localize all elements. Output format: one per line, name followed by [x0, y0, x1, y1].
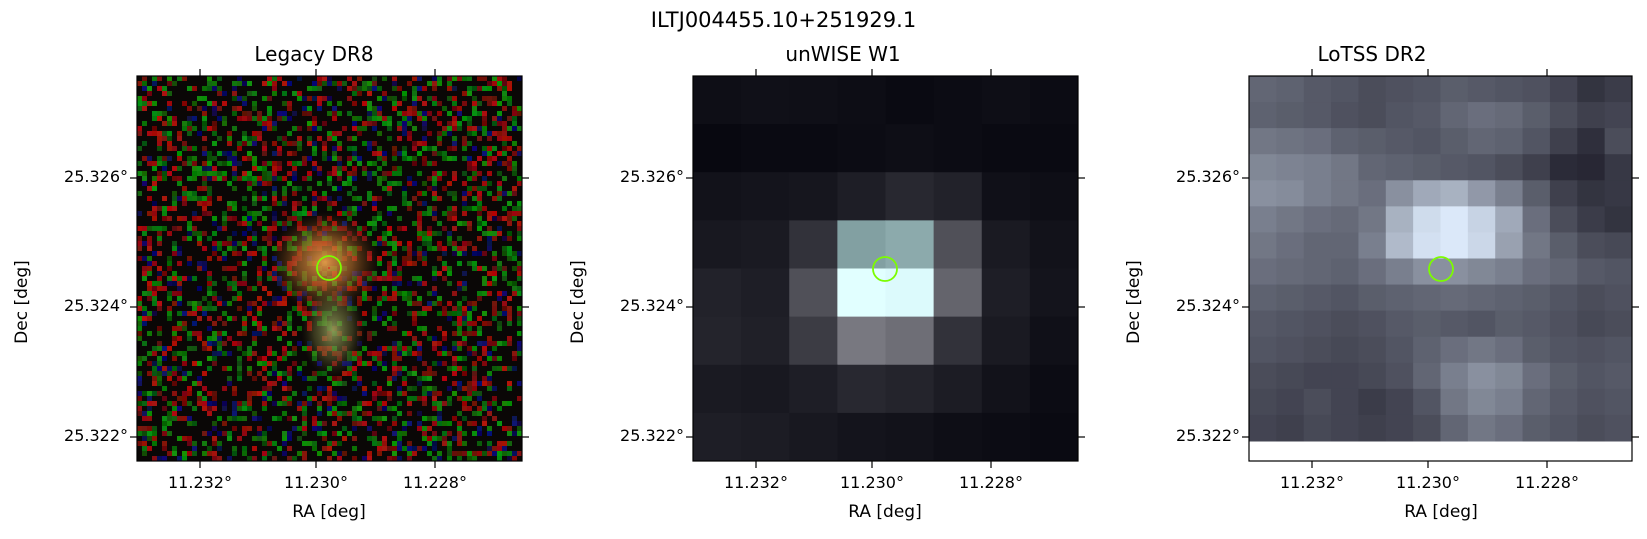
- unwise-xlabel: RA [deg]: [848, 502, 922, 522]
- lotss-ylabel: Dec [deg]: [1124, 260, 1144, 344]
- unwise-image: [693, 76, 1078, 461]
- legacy-xlabel: RA [deg]: [292, 502, 366, 522]
- figure-title: ILTJ004455.10+251929.1: [650, 8, 917, 32]
- unwise-ylabel: Dec [deg]: [568, 260, 588, 344]
- lotss-image: [1249, 76, 1632, 442]
- legacy-axes-frame: [136, 75, 523, 462]
- lotss-ytick: 25.324°: [1176, 296, 1240, 315]
- legacy-xtick: 11.228°: [403, 473, 467, 492]
- legacy-ylabel: Dec [deg]: [12, 260, 32, 344]
- unwise-xtick: 11.232°: [724, 473, 788, 492]
- lotss-xtick: 11.232°: [1280, 473, 1344, 492]
- lotss-source-marker: [1428, 256, 1454, 282]
- lotss-xtick: 11.230°: [1396, 473, 1460, 492]
- unwise-xtick: 11.230°: [840, 473, 904, 492]
- legacy-xtick: 11.230°: [284, 473, 348, 492]
- lotss-ytick: 25.322°: [1176, 426, 1240, 445]
- unwise-axes-frame: [692, 75, 1079, 462]
- lotss-xtick: 11.228°: [1515, 473, 1579, 492]
- unwise-ytick: 25.326°: [620, 167, 684, 186]
- panel-title-unwise: unWISE W1: [785, 42, 901, 66]
- unwise-source-marker: [872, 256, 898, 282]
- legacy-ytick: 25.322°: [64, 426, 128, 445]
- unwise-ytick: 25.324°: [620, 296, 684, 315]
- panel-title-lotss: LoTSS DR2: [1317, 42, 1427, 66]
- lotss-xlabel: RA [deg]: [1404, 502, 1478, 522]
- lotss-axes-frame: [1248, 75, 1633, 462]
- unwise-ytick: 25.322°: [620, 426, 684, 445]
- legacy-ytick: 25.326°: [64, 167, 128, 186]
- legacy-ytick: 25.324°: [64, 296, 128, 315]
- panel-title-legacy: Legacy DR8: [254, 42, 374, 66]
- unwise-xtick: 11.228°: [959, 473, 1023, 492]
- legacy-source-marker: [316, 255, 342, 281]
- lotss-ytick: 25.326°: [1176, 167, 1240, 186]
- legacy-xtick: 11.232°: [168, 473, 232, 492]
